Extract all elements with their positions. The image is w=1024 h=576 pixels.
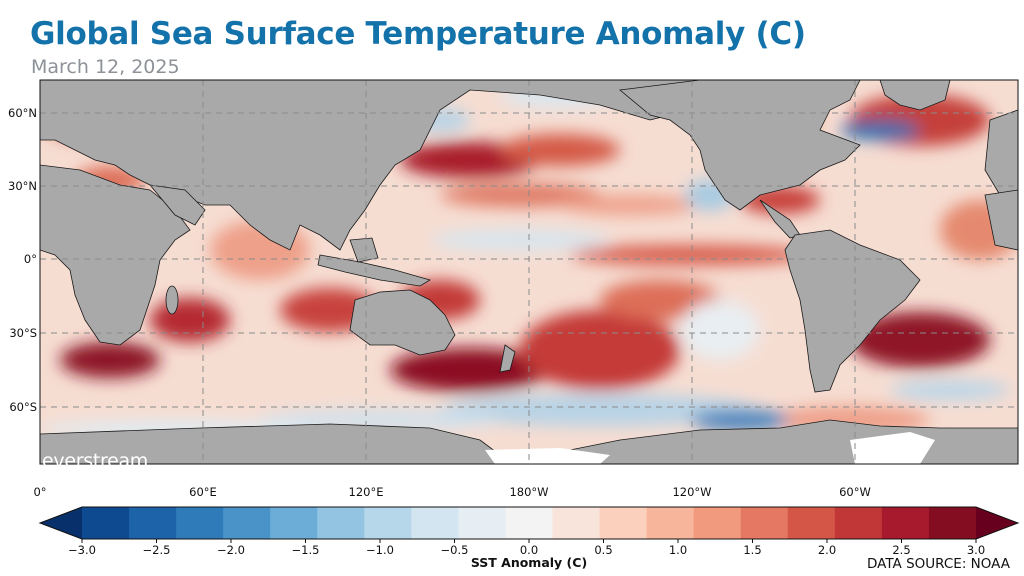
arabia — [149, 184, 206, 226]
logo-name: everstream — [42, 450, 149, 472]
colorbar-segment — [505, 507, 554, 539]
lon-label: 120°W — [672, 485, 711, 499]
lon-label: 120°E — [349, 485, 384, 499]
colorbar-segment — [364, 507, 412, 539]
data-source: DATA SOURCE: NOAA — [867, 556, 1010, 572]
sea-ice — [485, 432, 935, 464]
colorbar-segment — [411, 507, 459, 539]
colorbar-tick-label: 0.0 — [520, 543, 538, 557]
madagascar — [165, 285, 179, 315]
new-zealand — [499, 344, 516, 373]
lat-label: 60°N — [8, 106, 37, 120]
colorbar-tick-label: 2.0 — [818, 543, 836, 557]
ross-ice — [485, 448, 610, 464]
colorbar-segment — [270, 507, 318, 539]
colorbar-segment — [881, 507, 930, 539]
map-frame — [39, 79, 1019, 465]
colorbar-tick-label: 1.5 — [743, 543, 761, 557]
lon-labels: 0° 60°E 120°E 180°W 120°W 60°W — [33, 485, 870, 499]
colorbar-arrow-high — [976, 507, 1018, 539]
lon-label: 60°W — [839, 485, 871, 499]
colorbar-segment — [129, 507, 177, 539]
colorbar-segment — [176, 507, 224, 539]
colorbar-tick-label: −0.5 — [441, 543, 469, 557]
lat-label: 0° — [24, 252, 37, 266]
colorbar-tick-label: −2.0 — [217, 543, 245, 557]
logo-subtitle: ANALYTICS — [44, 471, 114, 480]
eurasia-landmass — [40, 80, 701, 251]
graticule — [40, 80, 1018, 464]
australia-landmass — [349, 289, 456, 356]
colorbar-segment — [82, 507, 130, 539]
colorbar-segment — [834, 507, 883, 539]
lon-label: 0° — [33, 485, 46, 499]
colorbar-tick-label: −1.5 — [292, 543, 320, 557]
africa-east-edge — [984, 189, 1018, 251]
land — [40, 80, 1018, 464]
colorbar-segment — [599, 507, 648, 539]
colorbar-tick-label: 3.0 — [967, 543, 985, 557]
indonesia — [317, 254, 431, 287]
antarctica-landmass — [40, 419, 1018, 464]
colorbar-segment — [458, 507, 506, 539]
colorbar-segment — [740, 507, 789, 539]
colorbar-segment — [317, 507, 365, 539]
colorbar-segment — [693, 507, 742, 539]
colorbar: −3.0 −2.5 −2.0 −1.5 −1.0 −0.5 0.0 0.5 1.0 1.5 2.0 2… — [38, 506, 1020, 557]
lat-labels: 60°N 30°N 0° 30°S 60°S — [8, 106, 37, 414]
colorbar-tick-label: 0.5 — [594, 543, 612, 557]
colorbar-tick-label: 2.5 — [892, 543, 910, 557]
colorbar-segment — [787, 507, 836, 539]
lat-label: 30°N — [8, 179, 37, 193]
page-title: Global Sea Surface Temperature Anomaly (… — [30, 16, 806, 52]
colorbar-tick-label: −3.0 — [68, 543, 96, 557]
lat-label: 60°S — [9, 400, 37, 414]
lon-label: 60°E — [189, 485, 217, 499]
lat-label: 30°S — [9, 326, 37, 340]
colorbar-segment — [552, 507, 601, 539]
africa-landmass — [40, 164, 191, 346]
borneo — [349, 237, 379, 263]
colorbar-tick-label: 1.0 — [669, 543, 687, 557]
date-subtitle: March 12, 2025 — [31, 56, 180, 78]
colorbar-tick-label: −2.5 — [143, 543, 171, 557]
everstream-logo: everstream ANALYTICS — [42, 452, 148, 480]
greenland — [879, 80, 951, 111]
colorbar-segment — [928, 507, 977, 539]
colorbar-segment — [223, 507, 271, 539]
lon-label: 180°W — [509, 485, 548, 499]
weddell-ice — [850, 432, 935, 464]
colorbar-tick-label: −1.0 — [366, 543, 394, 557]
colorbar-arrow-low — [40, 507, 82, 539]
colorbar-title: SST Anomaly (C) — [471, 555, 587, 570]
south-america-landmass — [784, 229, 921, 393]
colorbar-segment — [646, 507, 695, 539]
